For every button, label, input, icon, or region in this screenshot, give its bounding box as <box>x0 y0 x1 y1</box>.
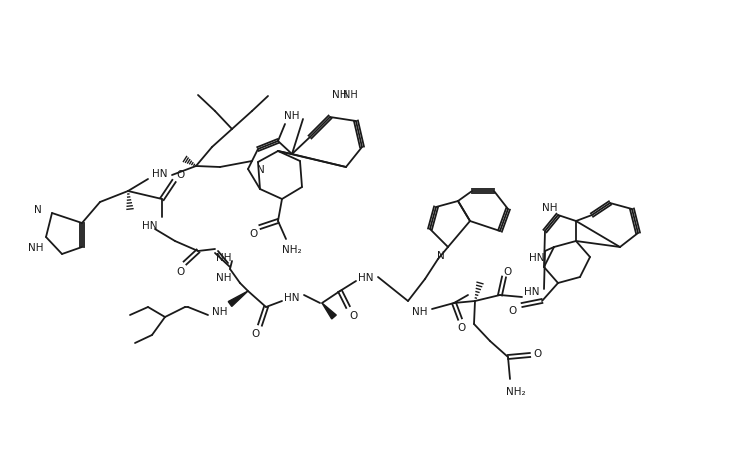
Text: NH: NH <box>212 307 228 316</box>
Text: HN: HN <box>152 169 167 179</box>
Text: NH: NH <box>29 243 44 252</box>
Text: NH: NH <box>216 272 232 282</box>
Text: O: O <box>509 305 517 315</box>
Text: O: O <box>251 328 259 338</box>
Text: O: O <box>350 310 358 320</box>
Text: O: O <box>176 169 184 180</box>
Text: O: O <box>458 322 466 332</box>
Text: O: O <box>504 266 512 276</box>
Text: NH: NH <box>542 202 558 213</box>
Text: N: N <box>437 250 445 260</box>
Text: NH: NH <box>412 307 428 316</box>
Text: O: O <box>176 266 184 276</box>
Text: NH: NH <box>216 252 232 263</box>
Polygon shape <box>228 291 248 307</box>
Polygon shape <box>322 303 336 319</box>
Text: O: O <box>249 229 257 238</box>
Text: NH: NH <box>333 90 348 100</box>
Text: NH₂: NH₂ <box>282 244 302 255</box>
Text: O: O <box>534 348 542 358</box>
Text: NH: NH <box>343 90 357 100</box>
Text: HN: HN <box>358 272 374 282</box>
Text: NH₂: NH₂ <box>506 386 526 396</box>
Text: N: N <box>34 205 42 214</box>
Text: NH: NH <box>284 111 300 121</box>
Text: HN: HN <box>529 252 545 263</box>
Text: N: N <box>257 165 265 175</box>
Text: HN: HN <box>284 292 300 302</box>
Text: HN: HN <box>524 287 539 296</box>
Text: HN: HN <box>143 220 158 231</box>
